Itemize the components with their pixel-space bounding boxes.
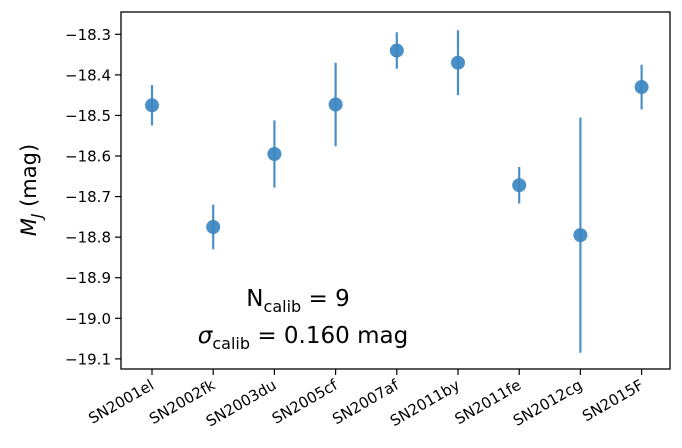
y-tick-label: −18.4 [65,66,111,84]
n-calib-annotation: Ncalib = 9 [246,286,349,316]
data-point [451,55,465,70]
y-axis-label: MJ (mag) [17,144,46,236]
data-point [634,80,649,95]
x-axis-ticks: SN2001elSN2002fkSN2003duSN2005cfSN2007af… [85,369,647,431]
data-point [328,97,343,112]
x-tick-label: SN2015F [579,376,646,425]
data-marks [145,30,649,353]
sigma-calib-annotation: σcalib = 0.160 mag [198,323,408,353]
data-point [267,146,282,161]
y-tick-label: −18.7 [65,188,111,206]
data-point [206,220,221,235]
data-point [145,98,159,113]
y-tick-label: −19.1 [65,350,111,368]
y-tick-label: −18.9 [65,269,111,287]
data-point [389,43,404,58]
y-tick-label: −19.0 [65,310,111,328]
y-tick-label: −18.3 [65,26,111,44]
y-tick-label: −18.6 [65,148,111,166]
x-tick-label: SN2003du [203,376,280,431]
x-tick-label: SN2001el [85,376,157,428]
data-point [573,228,588,243]
data-point [512,178,527,193]
x-tick-label: SN2012cg [510,376,585,430]
y-tick-label: −18.8 [65,229,111,247]
y-tick-label: −18.5 [65,107,111,125]
y-axis-ticks: −18.3 −18.4 −18.5 −18.6 −18.7 −18.8 −18.9 −19.0… [65,26,121,368]
x-tick-label: SN2005cf [269,376,341,428]
plot-frame [120,11,671,370]
x-tick-label: SN2011by [387,376,463,430]
